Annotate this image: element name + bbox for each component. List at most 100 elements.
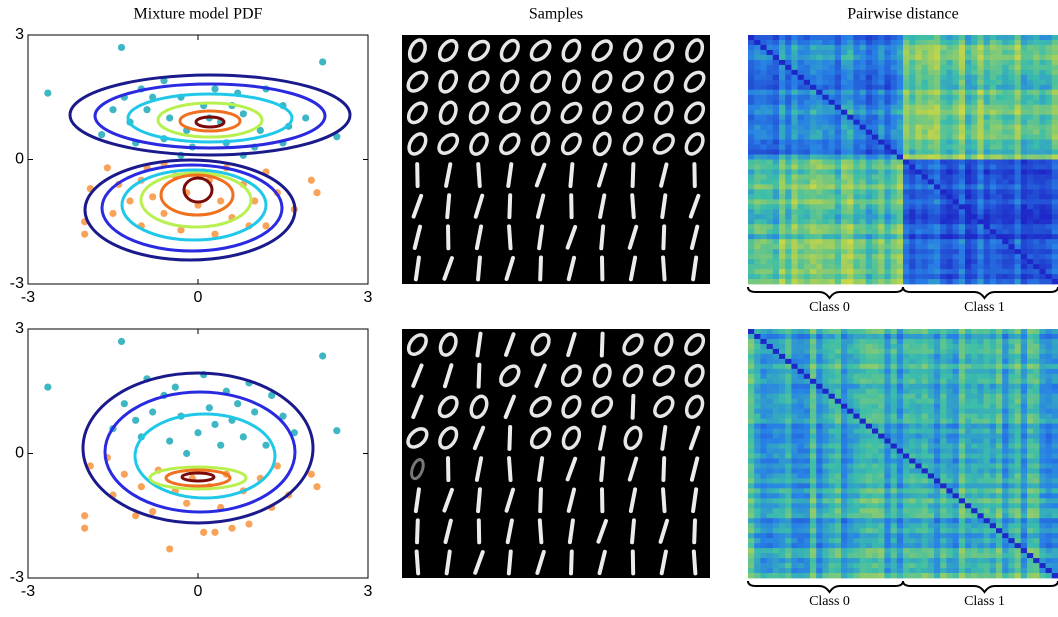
heatmap-cell	[1027, 254, 1034, 259]
heatmap-cell	[977, 533, 984, 538]
scatter-point	[245, 520, 252, 527]
heatmap-cell	[816, 105, 823, 110]
heatmap-cell	[841, 274, 848, 279]
heatmap-cell	[878, 244, 885, 249]
heatmap-cell	[872, 503, 879, 508]
heatmap-cell	[934, 354, 941, 359]
heatmap-cell	[841, 145, 848, 150]
heatmap-cell	[990, 444, 997, 449]
heatmap-cell	[1008, 498, 1015, 503]
heatmap-cell	[810, 503, 817, 508]
heatmap-cell	[897, 239, 904, 244]
heatmap-cell	[872, 389, 879, 394]
heatmap-cell	[1046, 189, 1053, 194]
heatmap-cell	[946, 130, 953, 135]
heatmap-cell	[971, 164, 978, 169]
heatmap-cell	[847, 95, 854, 100]
heatmap-cell	[909, 458, 916, 463]
heatmap-cell	[959, 349, 966, 354]
heatmap-cell	[1008, 214, 1015, 219]
heatmap-cell	[1033, 349, 1040, 354]
heatmap-cell	[878, 140, 885, 145]
heatmap-cell	[816, 199, 823, 204]
heatmap-cell	[1002, 184, 1009, 189]
heatmap-cell	[984, 538, 991, 543]
heatmap-cell	[884, 458, 891, 463]
heatmap-cell	[940, 125, 947, 130]
heatmap-cell	[990, 508, 997, 513]
heatmap-cell	[897, 424, 904, 429]
heatmap-cell	[909, 100, 916, 105]
heatmap-cell	[897, 249, 904, 254]
heatmap-cell	[804, 434, 811, 439]
heatmap-cell	[760, 164, 767, 169]
heatmap-cell	[897, 194, 904, 199]
heatmap-cell	[810, 234, 817, 239]
heatmap-cell	[748, 344, 755, 349]
heatmap-cell	[798, 239, 805, 244]
heatmap-cell	[940, 359, 947, 364]
heatmap-cell	[1002, 518, 1009, 523]
heatmap-cell	[816, 150, 823, 155]
heatmap-cell	[1052, 80, 1058, 85]
heatmap-cell	[791, 493, 798, 498]
heatmap-cell	[1039, 100, 1046, 105]
heatmap-cell	[897, 399, 904, 404]
heatmap-cell	[990, 244, 997, 249]
heatmap-cell	[928, 498, 935, 503]
heatmap-cell	[1052, 449, 1058, 454]
heatmap-cell	[953, 463, 960, 468]
heatmap-cell	[959, 384, 966, 389]
heatmap-cell	[748, 45, 755, 50]
heatmap-cell	[965, 110, 972, 115]
heatmap-cell	[872, 449, 879, 454]
heatmap-cell	[946, 508, 953, 513]
heatmap-cell	[1033, 424, 1040, 429]
heatmap-cell	[767, 414, 774, 419]
heatmap-cell	[1046, 204, 1053, 209]
heatmap-cell	[984, 120, 991, 125]
heatmap-cell	[1021, 120, 1028, 125]
scatter-point	[302, 114, 309, 121]
heatmap-cell	[798, 264, 805, 269]
heatmap-cell	[909, 224, 916, 229]
heatmap-cell	[1015, 60, 1022, 65]
heatmap-cell	[959, 55, 966, 60]
heatmap-cell	[847, 140, 854, 145]
heatmap-cell	[984, 458, 991, 463]
heatmap-cell	[767, 444, 774, 449]
heatmap-cell	[1002, 508, 1009, 513]
heatmap-cell	[767, 184, 774, 189]
heatmap-cell	[1027, 65, 1034, 70]
heatmap-cell	[940, 80, 947, 85]
heatmap-cell	[1027, 120, 1034, 125]
heatmap-cell	[760, 145, 767, 150]
heatmap-cell	[891, 224, 898, 229]
heatmap-cell	[971, 454, 978, 459]
heatmap-cell	[965, 209, 972, 214]
heatmap-cell	[922, 115, 929, 120]
heatmap-cell	[841, 513, 848, 518]
heatmap-cell	[829, 150, 836, 155]
heatmap-cell	[1021, 523, 1028, 528]
heatmap-cell	[946, 249, 953, 254]
heatmap-cell	[822, 458, 829, 463]
heatmap-cell	[860, 349, 867, 354]
heatmap-cell	[984, 55, 991, 60]
heatmap-cell	[1052, 478, 1058, 483]
heatmap-cell	[1021, 130, 1028, 135]
heatmap-cell	[810, 55, 817, 60]
heatmap-cell	[984, 194, 991, 199]
heatmap-cell	[785, 449, 792, 454]
heatmap-cell	[804, 60, 811, 65]
heatmap-cell	[984, 334, 991, 339]
heatmap-cell	[760, 414, 767, 419]
heatmap-cell	[1052, 140, 1058, 145]
heatmap-cell	[1033, 468, 1040, 473]
heatmap-cell	[984, 100, 991, 105]
heatmap-cell	[1033, 259, 1040, 264]
heatmap-cell	[1027, 508, 1034, 513]
heatmap-cell	[1008, 174, 1015, 179]
heatmap-cell	[903, 458, 910, 463]
heatmap-cell	[810, 219, 817, 224]
